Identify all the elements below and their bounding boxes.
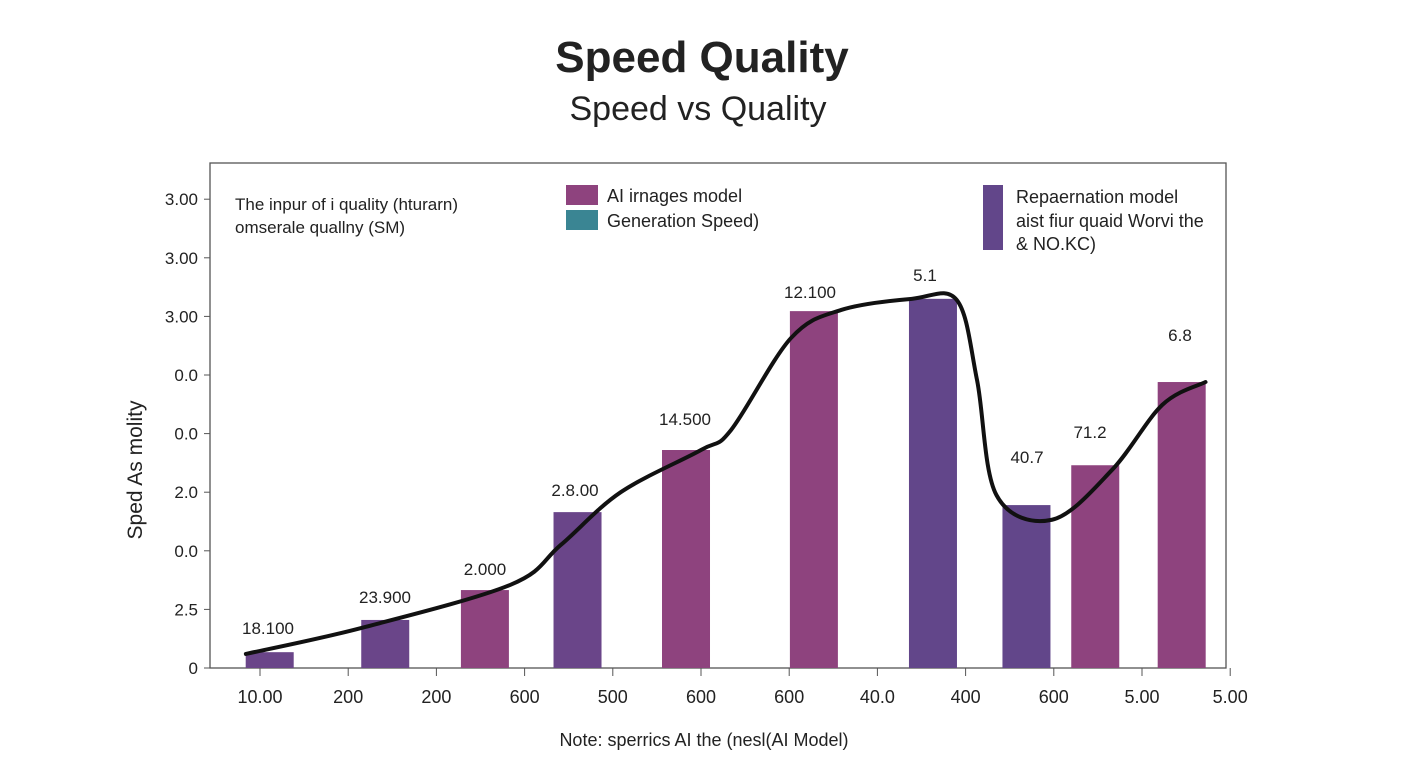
y-axis-title: Sped As molity xyxy=(124,400,147,539)
y-axis: 0 2.5 0.0 2.0 0.0 0.0 3.00 3.00 3.00 xyxy=(165,190,210,678)
legend-swatch-ai-images xyxy=(566,185,598,205)
y-tick-label: 0.0 xyxy=(174,425,198,444)
x-tick-label: 40.0 xyxy=(860,687,895,707)
series-line xyxy=(243,291,1208,656)
bar xyxy=(908,298,957,668)
data-label: 5.1 xyxy=(913,266,937,285)
x-axis-title: Note: sperrics AI the (nesl(AI Model) xyxy=(559,730,848,750)
legend-label-repaernation: Repaernation model xyxy=(1016,187,1178,207)
data-label: 12.100 xyxy=(784,283,836,302)
legend-swatch-generation-speed xyxy=(566,210,598,230)
x-tick-label: 500 xyxy=(598,687,628,707)
bar xyxy=(460,590,509,668)
data-label: 23.900 xyxy=(359,588,411,607)
data-label: 18.100 xyxy=(242,619,294,638)
chart-title: Speed Quality xyxy=(555,33,849,82)
y-tick-label: 2.0 xyxy=(174,483,198,502)
annotation-line-2: omserale quallny (SM) xyxy=(235,218,405,237)
x-tick-label: 600 xyxy=(1039,687,1069,707)
bar xyxy=(1157,382,1206,668)
data-label: 40.7 xyxy=(1010,448,1043,467)
y-tick-label: 3.00 xyxy=(165,190,198,209)
data-label: 2.8.00 xyxy=(551,481,598,500)
y-tick-label: 3.00 xyxy=(165,307,198,326)
y-tick-label: 3.00 xyxy=(165,249,198,268)
x-tick-label: 600 xyxy=(686,687,716,707)
bar xyxy=(245,652,294,668)
x-tick-label: 10.00 xyxy=(237,687,282,707)
x-tick-label: 600 xyxy=(510,687,540,707)
bars xyxy=(245,298,1206,668)
data-label: 2.000 xyxy=(464,560,507,579)
y-tick-label: 2.5 xyxy=(174,600,198,619)
x-tick-label: 200 xyxy=(421,687,451,707)
legend-label-repaernation-2: aist fiur quaid Worvi the xyxy=(1016,211,1204,231)
legend-swatch-repaernation xyxy=(983,185,1003,250)
x-tick-label: 600 xyxy=(774,687,804,707)
y-tick-label: 0 xyxy=(189,659,198,678)
chart-subtitle: Speed vs Quality xyxy=(569,90,826,128)
bar xyxy=(361,619,410,668)
data-labels: 18.100 23.900 2.000 2.8.00 14.500 12.100 5.1 40… xyxy=(242,266,1192,638)
bar xyxy=(553,512,602,668)
x-tick-label: 5.00 xyxy=(1213,687,1248,707)
plot-frame xyxy=(209,162,1227,669)
legend: AI irnages model Generation Speed) Repae… xyxy=(566,185,1204,254)
data-label: 71.2 xyxy=(1073,423,1106,442)
x-axis: 10.00 200 200 600 500 600 600 40.0 400 600 5.00 5.0… xyxy=(237,668,1248,707)
data-label: 6.8 xyxy=(1168,326,1192,345)
annotation-line-1: The inpur of i quality (hturarn) xyxy=(235,195,458,214)
x-tick-label: 5.00 xyxy=(1124,687,1159,707)
x-tick-label: 200 xyxy=(333,687,363,707)
legend-label-generation-speed: Generation Speed) xyxy=(607,211,759,231)
y-tick-label: 0.0 xyxy=(174,366,198,385)
x-tick-label: 400 xyxy=(951,687,981,707)
bar xyxy=(1071,465,1120,668)
legend-label-repaernation-3: & NO.KC) xyxy=(1016,234,1096,254)
bar xyxy=(1002,505,1051,668)
bar xyxy=(662,450,711,668)
y-tick-label: 0.0 xyxy=(174,542,198,561)
bar xyxy=(789,311,838,668)
data-label: 14.500 xyxy=(659,410,711,429)
legend-label-ai-images: AI irnages model xyxy=(607,186,742,206)
